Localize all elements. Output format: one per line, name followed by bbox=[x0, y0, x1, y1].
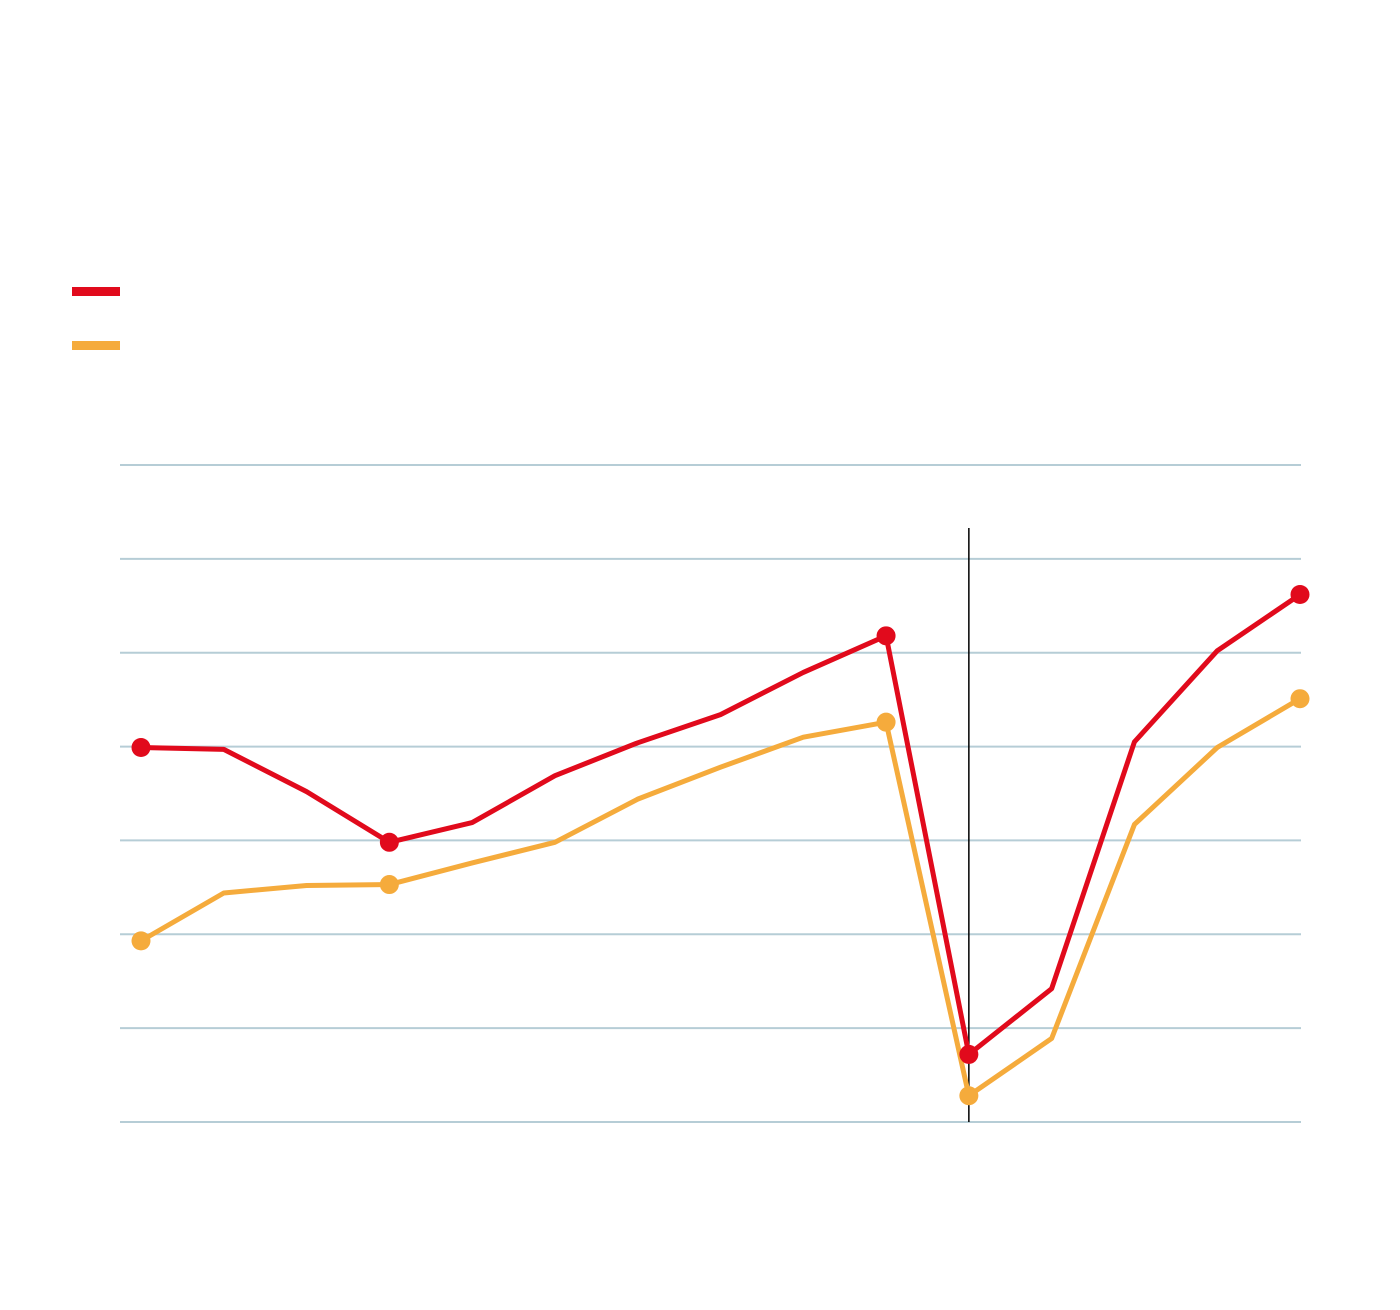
series-layer bbox=[131, 585, 1310, 1106]
series-line-2 bbox=[138, 696, 1303, 1099]
series-line-1 bbox=[138, 592, 1303, 1057]
data-point bbox=[876, 626, 896, 646]
series-2 bbox=[131, 689, 1310, 1106]
data-point bbox=[1290, 585, 1310, 605]
data-point bbox=[379, 875, 399, 895]
data-point bbox=[959, 1086, 979, 1106]
series-1 bbox=[131, 585, 1310, 1064]
legend bbox=[72, 287, 120, 350]
data-point bbox=[131, 738, 151, 758]
gridlines bbox=[120, 464, 1301, 1123]
data-point bbox=[876, 712, 896, 732]
data-point bbox=[959, 1044, 979, 1064]
data-point bbox=[379, 832, 399, 852]
data-point bbox=[1290, 689, 1310, 709]
legend-swatch-series-1 bbox=[72, 287, 120, 296]
data-point bbox=[131, 931, 151, 951]
legend-swatch-series-2 bbox=[72, 341, 120, 350]
